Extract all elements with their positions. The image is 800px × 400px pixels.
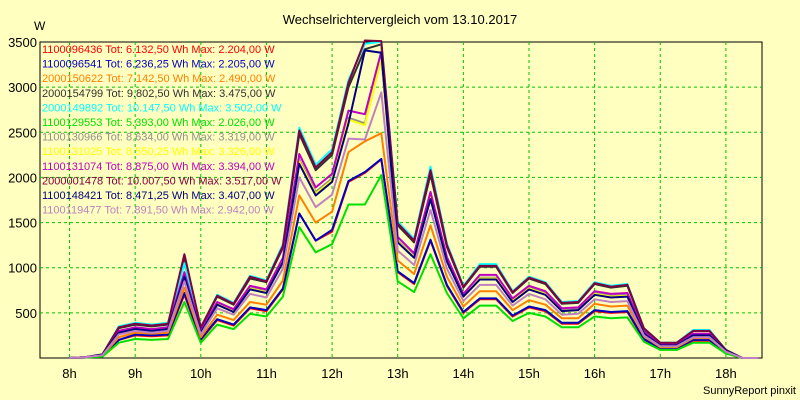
grid-lines bbox=[40, 42, 762, 358]
y-tick-label: 1500 bbox=[8, 216, 37, 231]
series-line-6 bbox=[69, 174, 759, 359]
x-tick-label: 11h bbox=[256, 366, 277, 381]
x-tick-label: 14h bbox=[453, 366, 475, 381]
series-line-12 bbox=[69, 91, 759, 359]
x-tick-label: 16h bbox=[584, 366, 606, 381]
x-tick-label: 15h bbox=[518, 366, 540, 381]
footer-credit: SunnyReport pinxit bbox=[703, 385, 796, 397]
legend-entry: 1100096541 Tot: 6.236,25 Wh Max: 2.205,0… bbox=[42, 59, 275, 71]
legend-entry: 1100119477 Tot: 7.891,50 Wh Max: 2.942,0… bbox=[42, 205, 274, 217]
legend-entry: 1100129553 Tot: 5.393,00 Wh Max: 2.026,0… bbox=[42, 117, 275, 129]
legend-entry: 1100130966 Tot: 8.634,00 Wh Max: 3.319,0… bbox=[42, 132, 275, 144]
y-tick-label: 3500 bbox=[8, 35, 37, 50]
legend-entry: 2000150622 Tot: 7.142,50 Wh Max: 2.490,0… bbox=[42, 73, 276, 85]
x-tick-label: 10h bbox=[190, 366, 212, 381]
y-tick-label: 3000 bbox=[8, 80, 37, 95]
series-line-10 bbox=[69, 39, 759, 359]
x-tick-label: 12h bbox=[321, 366, 343, 381]
y-tick-label: 2500 bbox=[8, 125, 37, 140]
legend-entry: 1100096436 Tot: 6.132,50 Wh Max: 2.204,0… bbox=[42, 44, 275, 56]
legend-entry: 2000154799 Tot: 9.802,50 Wh Max: 3.475,0… bbox=[42, 88, 276, 100]
x-axis-ticks: 8h 9h 10h 11h 12h 13h 14h 15h 16h 17h 18h bbox=[62, 366, 736, 381]
y-tick-label: 2000 bbox=[8, 170, 37, 185]
y-tick-label: 500 bbox=[15, 306, 37, 321]
legend-entry: 2000149892 Tot: 10.147,50 Wh Max: 3.502,… bbox=[42, 102, 282, 114]
x-tick-label: 13h bbox=[387, 366, 409, 381]
x-tick-label: 8h bbox=[62, 366, 76, 381]
x-tick-label: 17h bbox=[649, 366, 671, 381]
x-tick-label: 18h bbox=[715, 366, 737, 381]
series-lines bbox=[69, 39, 759, 359]
x-tick-label: 9h bbox=[128, 366, 142, 381]
legend: 1100096436 Tot: 6.132,50 Wh Max: 2.204,0… bbox=[42, 44, 282, 217]
plot-area-frame bbox=[39, 41, 763, 359]
y-tick-label: 1000 bbox=[8, 261, 37, 276]
y-axis-ticks: 500 1000 1500 2000 2500 3000 3500 bbox=[8, 35, 37, 321]
chart-title: Wechselrichtervergleich vom 13.10.2017 bbox=[283, 12, 518, 27]
legend-entry: 2000001478 Tot: 10.007,50 Wh Max: 3.517,… bbox=[42, 175, 282, 187]
series-line-2 bbox=[69, 157, 759, 359]
legend-entry: 1100148421 Tot: 8.471,25 Wh Max: 3.407,0… bbox=[42, 190, 275, 202]
legend-entry: 1100131025 Tot: 8.550,25 Wh Max: 3.326,0… bbox=[42, 146, 275, 158]
legend-entry: 1100131074 Tot: 8.875,00 Wh Max: 3.394,0… bbox=[42, 161, 275, 173]
y-axis-unit-label: W bbox=[34, 19, 46, 33]
